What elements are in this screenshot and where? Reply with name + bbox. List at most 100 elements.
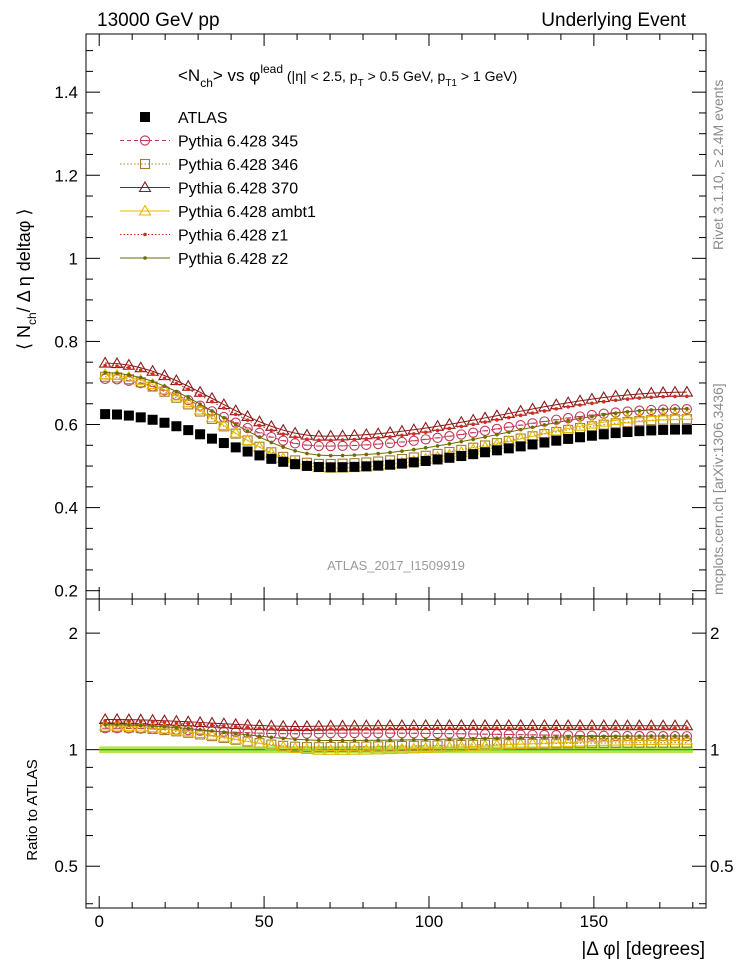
data-point bbox=[198, 393, 202, 398]
ratio-point bbox=[198, 727, 202, 732]
atlas-data-point bbox=[112, 409, 122, 420]
data-point bbox=[656, 409, 670, 421]
data-point bbox=[186, 395, 191, 400]
data-point bbox=[468, 427, 479, 438]
main-axis-ticks: 0.2 0.4 0.6 0.8 1 1.2 1.4 bbox=[54, 34, 706, 601]
data-point bbox=[644, 410, 658, 422]
y-tick-label: 1.4 bbox=[54, 83, 78, 102]
data-point bbox=[388, 450, 392, 455]
legend-label: Pythia 6.428 346 bbox=[178, 157, 298, 174]
ratio-point bbox=[561, 735, 575, 747]
atlas-data-point bbox=[218, 438, 229, 449]
ratio-point bbox=[447, 737, 452, 741]
data-point bbox=[506, 430, 511, 434]
ratio-line bbox=[105, 725, 687, 751]
ratio-point bbox=[340, 738, 345, 743]
ratio-point bbox=[673, 734, 677, 738]
ratio-point bbox=[317, 738, 321, 743]
data-point bbox=[138, 368, 143, 373]
data-point bbox=[115, 364, 119, 368]
legend-marker bbox=[138, 180, 152, 193]
ratio-point bbox=[115, 722, 119, 727]
ratio-point bbox=[502, 738, 516, 750]
y-tick-label: 2 bbox=[69, 624, 78, 643]
ratio-point bbox=[193, 715, 207, 727]
atlas-data-point bbox=[290, 459, 301, 470]
data-point bbox=[673, 407, 677, 411]
ratio-point bbox=[578, 726, 582, 730]
ratio-point bbox=[281, 727, 286, 731]
legend-item: ATLAS bbox=[140, 110, 228, 127]
ratio-point bbox=[562, 730, 574, 741]
data-point bbox=[233, 412, 238, 417]
ratio-point bbox=[412, 726, 416, 731]
data-point bbox=[328, 453, 333, 458]
ratio-point bbox=[162, 720, 167, 725]
ratio-point bbox=[400, 738, 404, 742]
legend-item: Pythia 6.428 345 bbox=[120, 134, 298, 151]
ratio-point bbox=[210, 723, 214, 727]
atlas-data-point bbox=[301, 460, 312, 471]
atlas-data-point bbox=[408, 457, 419, 468]
title-cuts-1: (|η| < 2.5, p bbox=[283, 68, 358, 84]
ratio-point bbox=[205, 728, 219, 740]
data-point bbox=[198, 402, 202, 406]
data-point bbox=[186, 387, 191, 392]
ratio-point bbox=[217, 717, 231, 729]
data-point bbox=[364, 452, 369, 457]
title-cuts-3: > 1 GeV) bbox=[457, 68, 517, 84]
atlas-data-point bbox=[468, 449, 479, 460]
ratio-point bbox=[376, 726, 380, 731]
legend-marker bbox=[139, 158, 151, 170]
atlas-data-point bbox=[183, 425, 194, 436]
atlas-data-point bbox=[634, 426, 645, 437]
legend: ATLAS Pythia 6.428 345 Pythia 6.428 346 Pyt… bbox=[120, 110, 316, 268]
ratio-point bbox=[198, 722, 202, 727]
data-point bbox=[483, 420, 487, 424]
atlas-data-point bbox=[385, 459, 396, 470]
ratio-point bbox=[673, 726, 677, 731]
ratio-point bbox=[269, 735, 274, 740]
atlas-data-point bbox=[266, 453, 277, 464]
atlas-data-point bbox=[527, 439, 538, 450]
x-tick-label: 100 bbox=[415, 912, 443, 931]
legend-item: Pythia 6.428 ambt1 bbox=[120, 204, 316, 221]
ratio-point bbox=[454, 740, 468, 752]
title-sup-lead: lead bbox=[260, 62, 283, 76]
ratio-point bbox=[514, 737, 528, 749]
ratio-point bbox=[518, 726, 523, 730]
ratio-point bbox=[253, 736, 266, 749]
atlas-data-point bbox=[325, 462, 336, 473]
atlas-data-point bbox=[349, 461, 360, 472]
data-point bbox=[388, 434, 392, 439]
ratio-point bbox=[150, 724, 155, 728]
ratio-point bbox=[613, 726, 618, 730]
data-point bbox=[222, 406, 226, 410]
ratio-point bbox=[150, 719, 155, 724]
ratio-point bbox=[305, 738, 309, 742]
data-point bbox=[506, 415, 511, 420]
data-point bbox=[150, 379, 155, 384]
data-point bbox=[245, 429, 250, 433]
data-point bbox=[257, 435, 262, 439]
data-point bbox=[625, 397, 630, 401]
main-series-layer bbox=[98, 356, 694, 473]
ratio-point bbox=[621, 734, 634, 746]
ratio-axis-ticks: 0 50 100 150 0.5 0.5 1 1 2 2 bbox=[54, 599, 734, 931]
legend-marker bbox=[139, 135, 151, 146]
ratio-point bbox=[300, 742, 314, 755]
data-point bbox=[396, 436, 408, 448]
y-tick-label: 1 bbox=[69, 249, 78, 268]
plot-title: <Nch> vs φlead (|η| < 2.5, pT > 0.5 GeV,… bbox=[178, 62, 517, 90]
title-part-mid: > vs φ bbox=[213, 66, 260, 85]
data-point bbox=[637, 396, 642, 400]
data-point bbox=[435, 428, 440, 433]
data-point bbox=[530, 411, 535, 415]
data-point bbox=[530, 425, 535, 430]
ratio-point bbox=[181, 725, 195, 737]
data-point bbox=[245, 418, 250, 422]
data-point bbox=[613, 411, 618, 415]
ratio-point bbox=[471, 736, 475, 741]
data-point bbox=[518, 413, 523, 418]
